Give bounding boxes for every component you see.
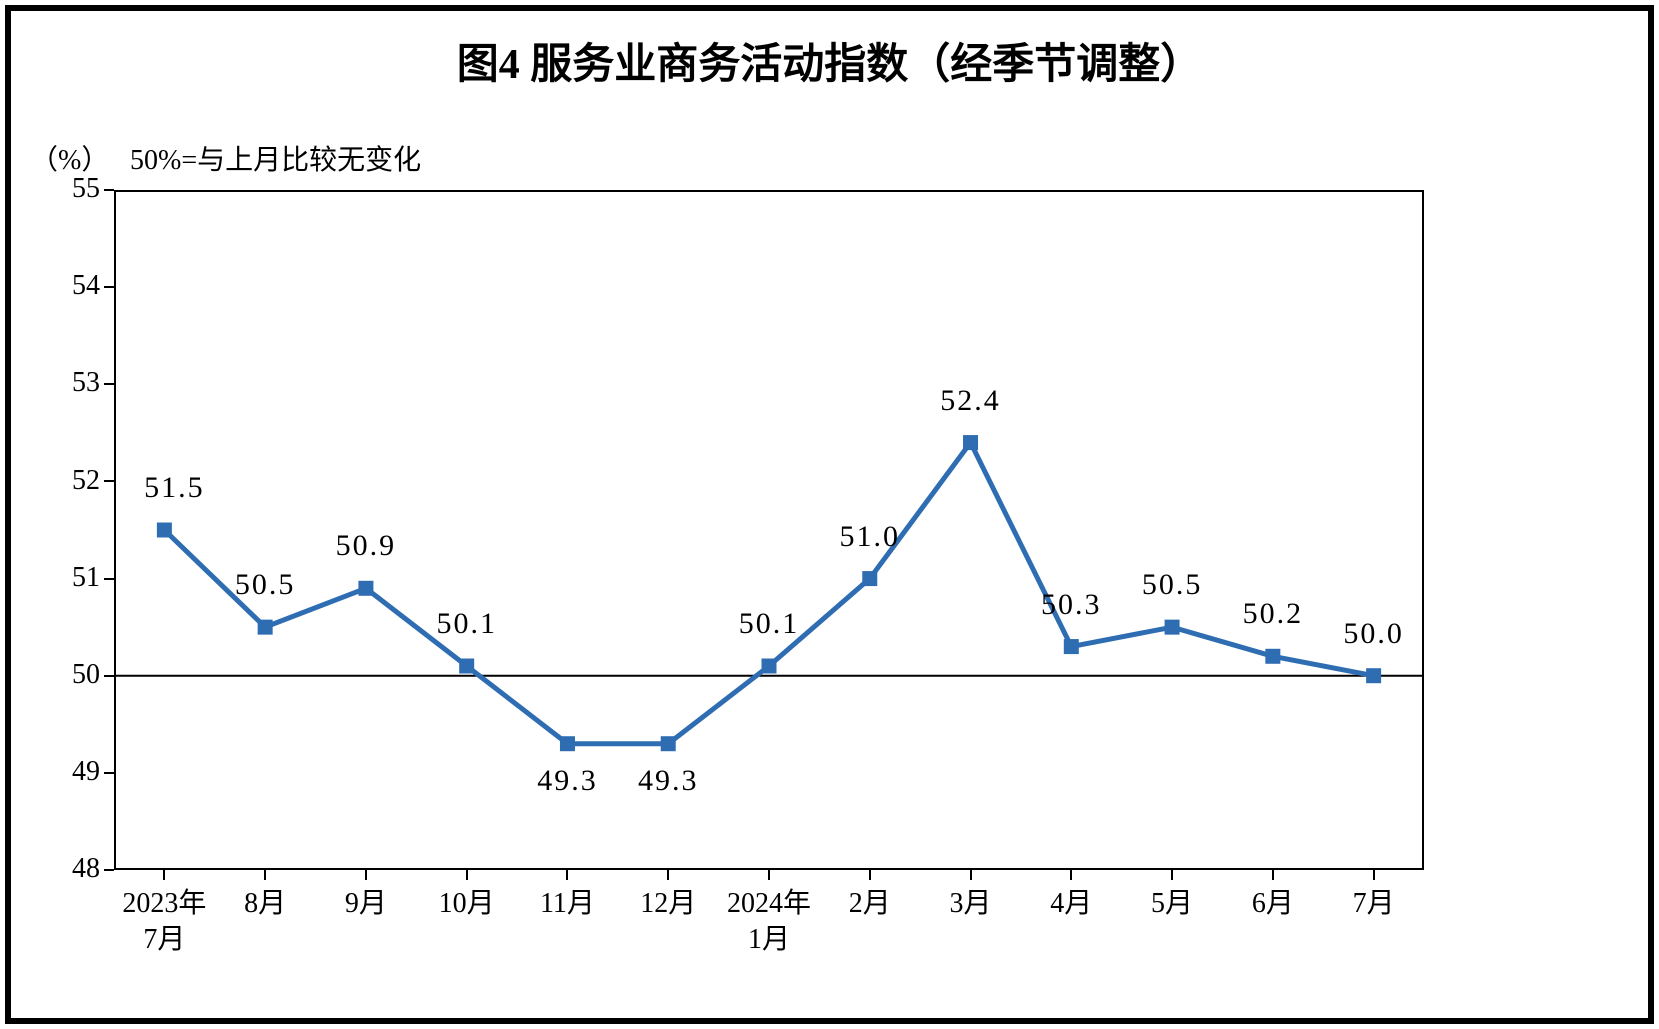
series-marker <box>863 572 877 586</box>
x-tick-label: 8月 <box>244 886 286 922</box>
x-tick-label: 5月 <box>1151 886 1193 922</box>
x-tick-label: 6月 <box>1252 886 1294 922</box>
x-tick-mark <box>1070 870 1072 880</box>
y-tick-mark <box>104 772 114 774</box>
x-tick-label: 12月 <box>640 886 696 922</box>
y-tick-label: 50 <box>72 659 100 691</box>
data-label: 51.0 <box>840 520 901 554</box>
data-label: 50.1 <box>436 607 497 641</box>
x-tick-mark <box>1272 870 1274 880</box>
x-tick-mark <box>264 870 266 880</box>
chart-svg <box>0 0 1659 1029</box>
y-tick-mark <box>104 675 114 677</box>
x-tick-mark <box>1171 870 1173 880</box>
data-label: 51.5 <box>144 471 205 505</box>
y-tick-label: 48 <box>72 853 100 885</box>
y-tick-mark <box>104 286 114 288</box>
series-marker <box>460 659 474 673</box>
y-tick-label: 53 <box>72 367 100 399</box>
y-tick-label: 55 <box>72 173 100 205</box>
series-marker <box>661 737 675 751</box>
y-tick-mark <box>104 383 114 385</box>
series-marker <box>1367 669 1381 683</box>
y-tick-label: 49 <box>72 756 100 788</box>
series-marker <box>1064 640 1078 654</box>
x-tick-mark <box>869 870 871 880</box>
data-label: 52.4 <box>940 384 1001 418</box>
x-tick-label: 3月 <box>950 886 992 922</box>
x-tick-label: 2023年 7月 <box>122 886 206 959</box>
y-tick-mark <box>104 480 114 482</box>
data-label: 50.9 <box>336 529 397 563</box>
data-label: 49.3 <box>638 764 699 798</box>
x-tick-label: 4月 <box>1050 886 1092 922</box>
data-label: 50.3 <box>1041 588 1102 622</box>
y-tick-label: 51 <box>72 562 100 594</box>
y-tick-label: 54 <box>72 270 100 302</box>
data-label: 50.5 <box>1142 568 1203 602</box>
x-tick-label: 9月 <box>345 886 387 922</box>
series-marker <box>359 581 373 595</box>
y-tick-label: 52 <box>72 465 100 497</box>
y-tick-mark <box>104 189 114 191</box>
series-marker <box>1266 649 1280 663</box>
series-marker <box>258 620 272 634</box>
data-label: 50.1 <box>739 607 800 641</box>
x-tick-mark <box>970 870 972 880</box>
x-tick-mark <box>566 870 568 880</box>
x-tick-label: 10月 <box>439 886 495 922</box>
series-marker <box>762 659 776 673</box>
x-tick-mark <box>667 870 669 880</box>
x-tick-mark <box>1373 870 1375 880</box>
x-tick-label: 11月 <box>540 886 595 922</box>
x-tick-mark <box>163 870 165 880</box>
data-label: 50.0 <box>1343 617 1404 651</box>
data-label: 50.5 <box>235 568 296 602</box>
x-tick-label: 2024年 1月 <box>727 886 811 959</box>
series-marker <box>157 523 171 537</box>
x-tick-mark <box>768 870 770 880</box>
series-marker <box>964 436 978 450</box>
x-tick-label: 7月 <box>1353 886 1395 922</box>
x-tick-mark <box>466 870 468 880</box>
x-tick-mark <box>365 870 367 880</box>
y-tick-mark <box>104 578 114 580</box>
data-label: 49.3 <box>537 764 598 798</box>
series-marker <box>1165 620 1179 634</box>
series-marker <box>560 737 574 751</box>
y-tick-mark <box>104 869 114 871</box>
x-tick-label: 2月 <box>849 886 891 922</box>
data-label: 50.2 <box>1243 597 1304 631</box>
